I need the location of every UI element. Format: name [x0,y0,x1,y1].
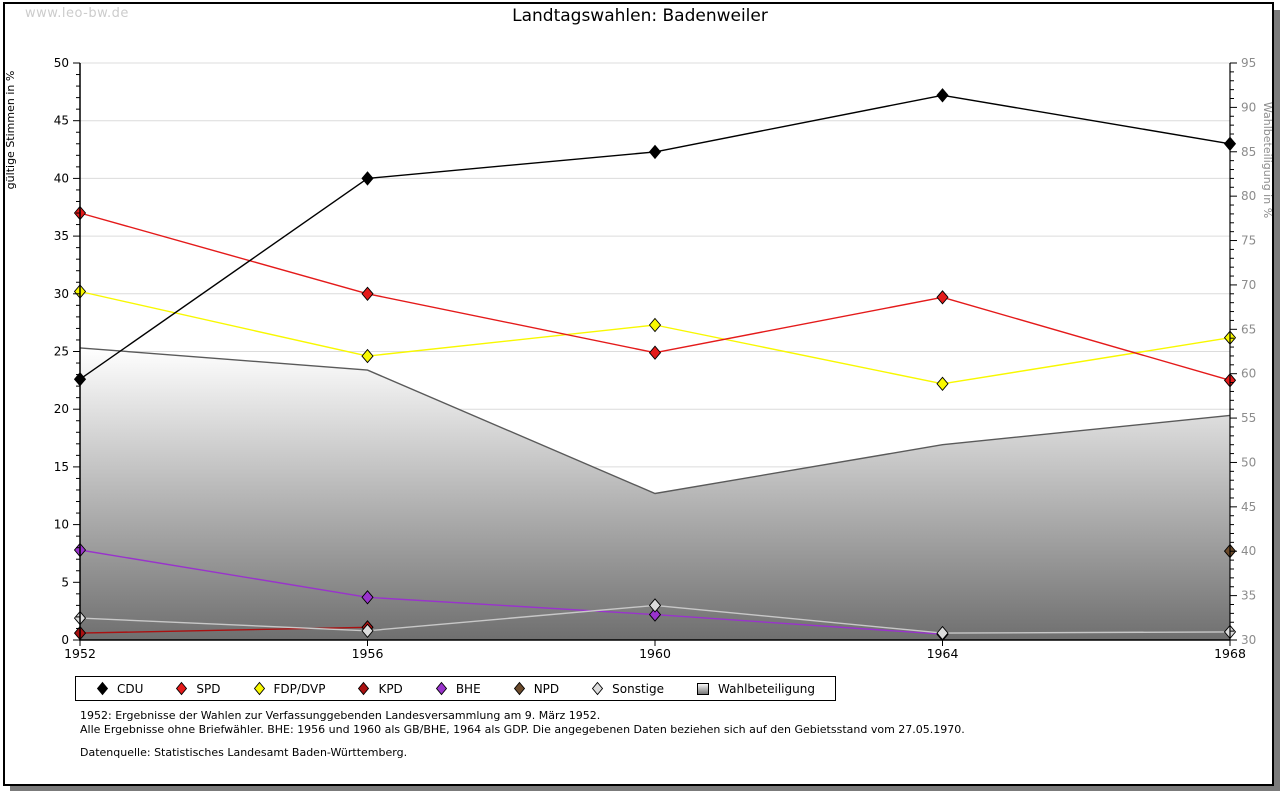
footnote-line-1: 1952: Ergebnisse der Wahlen zur Verfassu… [80,709,601,722]
series-sonstige [73,598,1237,641]
footnote-source: Datenquelle: Statistisches Landesamt Bad… [80,746,408,759]
svg-text:70: 70 [1241,278,1256,292]
svg-text:95: 95 [1241,56,1256,70]
svg-text:15: 15 [54,460,69,474]
svg-text:45: 45 [1241,500,1256,514]
x-tick-label: 1960 [639,646,671,661]
chart-title: Landtagswahlen: Badenweiler [512,6,768,26]
svg-text:75: 75 [1241,234,1256,248]
legend-item-bhe: BHE [435,681,481,696]
series-cdu [73,88,1237,387]
x-tick-label: 1968 [1214,646,1246,661]
legend-item-npd: NPD [513,681,559,696]
legend-box: CDU SPD FDP/DVP KPD BHE NPD Sonstige Wahlbeteil… [75,676,836,701]
plot-area: 0 5 10 15 20 25 30 35 40 45 50 30 35 40 45 50 55 60 65 70 75… [4,56,1274,661]
series-wahlbeteiligung [79,347,1231,640]
axes: 0 5 10 15 20 25 30 35 40 45 50 30 35 40 45 50 55 60 65 70 75… [4,56,1274,661]
legend-label: KPD [378,681,403,696]
svg-text:80: 80 [1241,189,1256,203]
legend-swatch-diamond [96,681,109,696]
svg-text:30: 30 [54,287,69,301]
legend-swatch-diamond [513,681,525,696]
svg-text:50: 50 [1241,455,1256,469]
legend-item-wahlbeteiligung: Wahlbeteiligung [696,681,815,696]
svg-text:30: 30 [1241,633,1256,647]
svg-text:20: 20 [54,402,69,416]
svg-text:10: 10 [54,518,69,532]
svg-text:90: 90 [1241,100,1256,114]
legend-label: FDP/DVP [273,681,326,696]
legend-swatch-square [697,683,710,695]
x-tick-label: 1956 [352,646,384,661]
series-spd [73,205,1237,388]
legend-label: Wahlbeteiligung [718,681,815,696]
svg-text:40: 40 [54,171,69,185]
legend-label: CDU [117,681,144,696]
svg-text:40: 40 [1241,544,1256,558]
legend-swatch-diamond [435,681,447,696]
svg-text:0: 0 [61,633,69,647]
legend-swatch-diamond [592,681,604,696]
legend-item-fdp-dvp: FDP/DVP [253,681,326,696]
footnotes: 1952: Ergebnisse der Wahlen zur Verfassu… [80,709,965,760]
frame-shadow-bottom [10,786,1280,791]
legend-item-cdu: CDU [96,681,143,696]
legend-item-sonstige: Sonstige [591,681,664,696]
legend-label: NPD [533,681,560,696]
legend-swatch-diamond [358,681,370,696]
legend-label: BHE [455,681,481,696]
legend-label: Sonstige [612,681,665,696]
svg-text:55: 55 [1241,411,1256,425]
right-axis-title: Wahlbeteiligung in % [1261,102,1274,218]
legend-label: SPD [196,681,221,696]
legend-item-spd: SPD [175,681,221,696]
svg-text:85: 85 [1241,145,1256,159]
svg-text:60: 60 [1241,367,1256,381]
frame-shadow-right [1274,10,1280,791]
watermark: www.leo-bw.de [25,6,129,21]
legend-item-kpd: KPD [357,681,403,696]
svg-text:25: 25 [54,345,69,359]
legend-swatch-diamond [176,681,188,696]
svg-text:35: 35 [54,229,69,243]
x-tick-label: 1964 [927,646,959,661]
legend-swatch-diamond [253,681,265,696]
left-axis-title: gültige Stimmen in % [4,71,17,190]
svg-text:5: 5 [61,575,69,589]
svg-text:50: 50 [54,56,69,70]
footnote-line-2: Alle Ergebnisse ohne Briefwähler. BHE: 1… [80,722,965,736]
x-tick-label: 1952 [64,646,96,661]
svg-text:65: 65 [1241,322,1256,336]
svg-text:45: 45 [54,114,69,128]
series-fdp-dvp [73,284,1237,391]
svg-text:35: 35 [1241,589,1256,603]
